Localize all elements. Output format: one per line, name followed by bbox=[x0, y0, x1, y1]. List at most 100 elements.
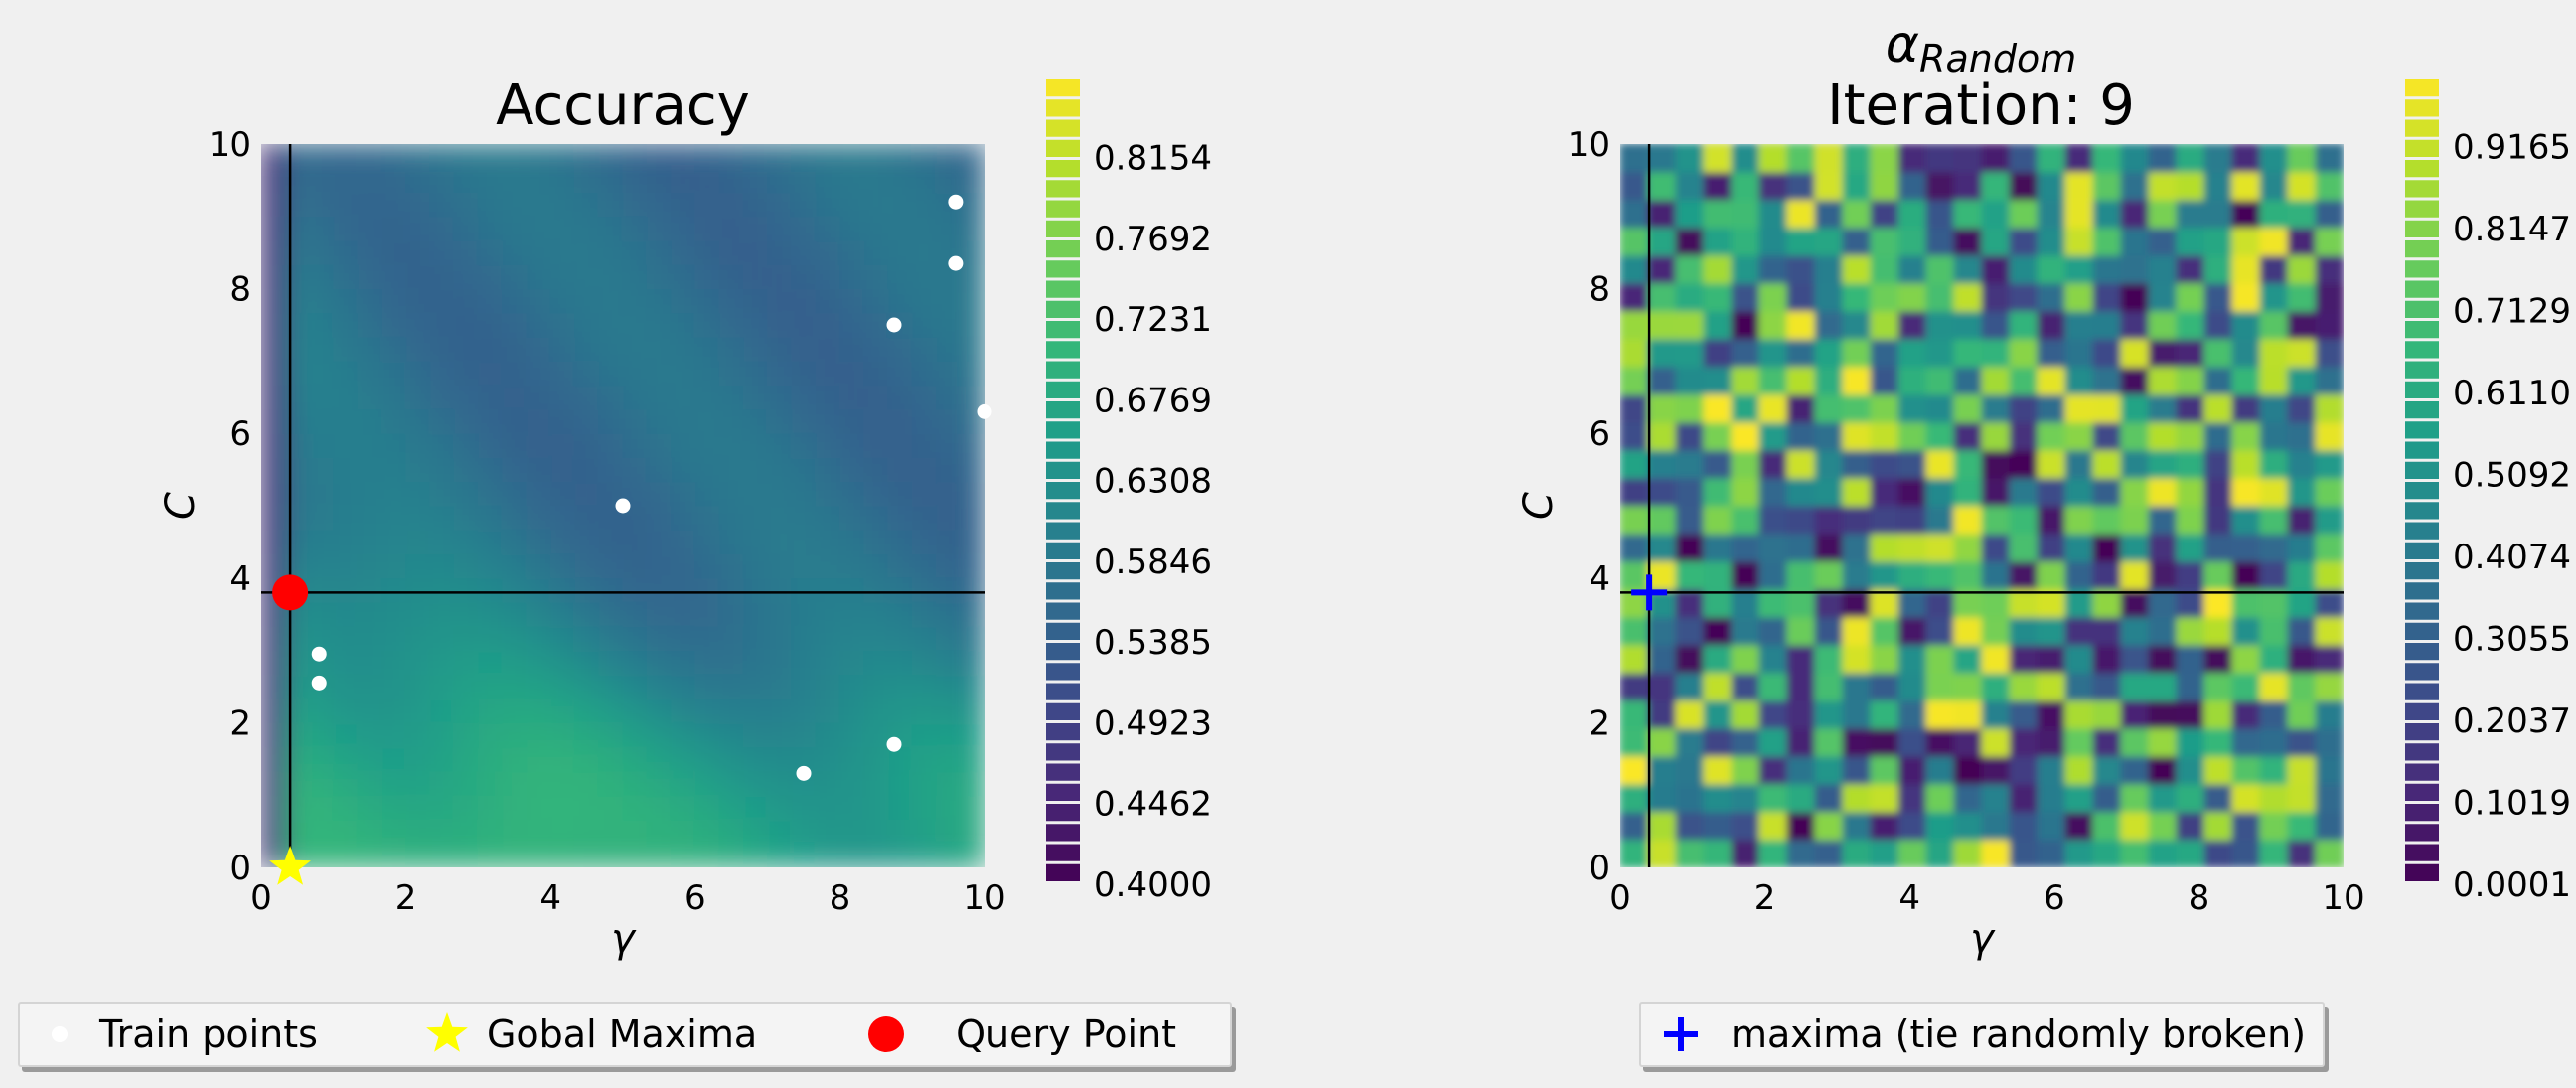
plus-icon bbox=[1641, 1010, 1721, 1059]
colorbar-segment bbox=[1046, 260, 1080, 278]
acquisition-legend: maxima (tie randomly broken) bbox=[1639, 1002, 2325, 1067]
legend-maxima: maxima (tie randomly broken) bbox=[1641, 1010, 2306, 1059]
y-tick-label: 0 bbox=[229, 849, 251, 888]
colorbar-segment bbox=[1046, 844, 1080, 861]
colorbar-segment bbox=[2405, 482, 2439, 500]
colorbar-segment bbox=[2405, 421, 2439, 439]
colorbar-tick-label: 0.6110 bbox=[2453, 374, 2571, 413]
colorbar-segment bbox=[2405, 321, 2439, 339]
legend-global-maxima: Gobal Maxima bbox=[407, 1010, 757, 1059]
colorbar-segment bbox=[2405, 663, 2439, 681]
colorbar-segment bbox=[2405, 441, 2439, 459]
colorbar-segment bbox=[1046, 522, 1080, 540]
train-point bbox=[311, 646, 327, 662]
legend-label: Query Point bbox=[956, 1012, 1177, 1056]
legend-label: Train points bbox=[99, 1012, 318, 1056]
legend-query-point: Query Point bbox=[846, 1010, 1176, 1059]
colorbar-segment bbox=[2405, 461, 2439, 479]
colorbar-segment bbox=[2405, 643, 2439, 661]
colorbar-segment bbox=[2405, 139, 2439, 157]
accuracy-legend: Train points Gobal Maxima Query Point bbox=[18, 1002, 1232, 1067]
colorbar-segment bbox=[1046, 180, 1080, 198]
colorbar-segment bbox=[2405, 260, 2439, 278]
colorbar-segment bbox=[1046, 683, 1080, 700]
colorbar-segment bbox=[1046, 663, 1080, 681]
train-point bbox=[615, 498, 631, 514]
colorbar-segment bbox=[1046, 401, 1080, 419]
y-tick-label: 0 bbox=[1589, 849, 1610, 888]
colorbar-tick-label: 0.7231 bbox=[1094, 300, 1212, 340]
legend-label: Gobal Maxima bbox=[486, 1012, 758, 1056]
train-point-marker bbox=[20, 1010, 99, 1059]
x-tick-label: 0 bbox=[250, 878, 272, 918]
x-tick-label: 2 bbox=[395, 878, 417, 918]
colorbar-segment bbox=[1046, 562, 1080, 580]
accuracy-panel: Accuracy 0 2 4 6 8 10 0 2 4 6 8 10 γ C 0.4000 0.4462… bbox=[158, 74, 1212, 962]
maxima-marker bbox=[1631, 574, 1668, 611]
colorbar-tick-label: 0.8154 bbox=[1094, 139, 1212, 179]
colorbar-segment bbox=[2405, 160, 2439, 178]
colorbar-segment bbox=[2405, 341, 2439, 359]
x-tick-label: 2 bbox=[1754, 878, 1776, 918]
colorbar-tick-label: 0.4000 bbox=[1094, 865, 1212, 905]
colorbar-segment bbox=[2405, 502, 2439, 520]
y-tick-label: 4 bbox=[229, 559, 251, 599]
x-tick-label: 4 bbox=[539, 878, 561, 918]
x-tick-label: 0 bbox=[1609, 878, 1631, 918]
colorbar-segment bbox=[1046, 763, 1080, 781]
colorbar-segment bbox=[1046, 99, 1080, 117]
colorbar-segment bbox=[2405, 582, 2439, 600]
colorbar-tick-label: 0.1019 bbox=[2453, 784, 2571, 824]
colorbar-tick-label: 0.3055 bbox=[2453, 620, 2571, 660]
x-tick-label: 4 bbox=[1898, 878, 1920, 918]
colorbar-tick-label: 0.7129 bbox=[2453, 292, 2571, 332]
x-tick-label: 8 bbox=[2189, 878, 2210, 918]
colorbar-segment bbox=[2405, 702, 2439, 720]
x-tick-label: 8 bbox=[830, 878, 851, 918]
acquisition-y-label: C bbox=[1516, 492, 1562, 520]
colorbar-segment bbox=[2405, 361, 2439, 379]
legend-label: maxima (tie randomly broken) bbox=[1731, 1012, 2307, 1056]
y-tick-label: 6 bbox=[1589, 414, 1610, 454]
colorbar-tick-label: 0.8147 bbox=[2453, 210, 2571, 249]
colorbar-segment bbox=[2405, 180, 2439, 198]
train-point bbox=[311, 675, 327, 691]
colorbar-segment bbox=[1046, 602, 1080, 620]
colorbar-segment bbox=[2405, 522, 2439, 540]
colorbar-segment bbox=[1046, 220, 1080, 237]
query-point bbox=[272, 574, 309, 611]
y-tick-label: 10 bbox=[209, 125, 251, 165]
colorbar-segment bbox=[2405, 723, 2439, 741]
accuracy-colorbar: 0.4000 0.4462 0.4923 0.5385 0.5846 0.6308 0.67… bbox=[1046, 79, 1212, 905]
colorbar-segment bbox=[1046, 361, 1080, 379]
colorbar-segment bbox=[1046, 381, 1080, 398]
colorbar-segment bbox=[2405, 622, 2439, 640]
colorbar-tick-label: 0.7692 bbox=[1094, 220, 1212, 259]
colorbar-segment bbox=[2405, 844, 2439, 861]
colorbar-segment bbox=[1046, 643, 1080, 661]
colorbar-segment bbox=[2405, 783, 2439, 801]
colorbar-tick-label: 0.0001 bbox=[2453, 865, 2571, 905]
colorbar-segment bbox=[2405, 220, 2439, 237]
colorbar-segment bbox=[1046, 743, 1080, 761]
colorbar-segment bbox=[1046, 200, 1080, 218]
colorbar-tick-label: 0.9165 bbox=[2453, 128, 2571, 168]
colorbar-segment bbox=[1046, 139, 1080, 157]
train-point bbox=[948, 194, 964, 210]
colorbar-segment bbox=[1046, 79, 1080, 97]
x-tick-label: 6 bbox=[2044, 878, 2065, 918]
colorbar-segment bbox=[2405, 119, 2439, 137]
colorbar-tick-label: 0.6769 bbox=[1094, 381, 1212, 420]
colorbar-segment bbox=[2405, 562, 2439, 580]
colorbar-segment bbox=[1046, 542, 1080, 559]
colorbar-segment bbox=[1046, 421, 1080, 439]
colorbar-segment bbox=[1046, 863, 1080, 881]
colorbar-segment bbox=[1046, 582, 1080, 600]
acquisition-x-label: γ bbox=[1970, 916, 1996, 962]
legend-train-points: Train points bbox=[20, 1010, 318, 1059]
acquisition-title: Iteration: 9 bbox=[1827, 74, 2135, 138]
colorbar-segment bbox=[2405, 401, 2439, 419]
colorbar-segment bbox=[1046, 341, 1080, 359]
